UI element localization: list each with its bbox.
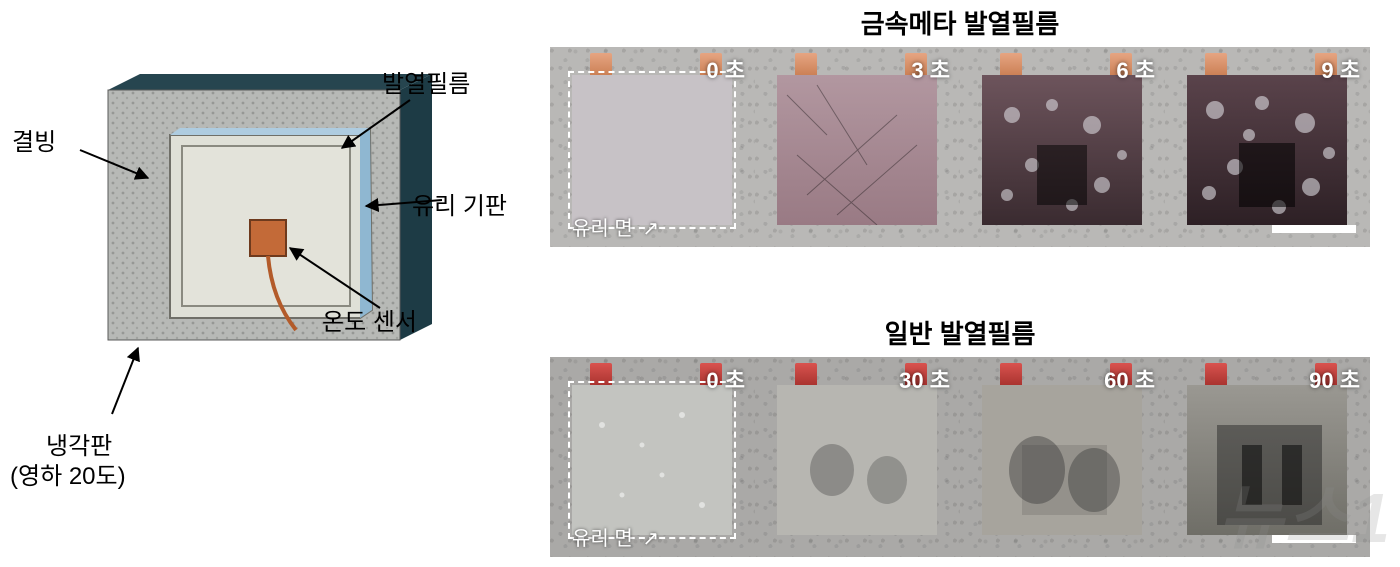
frame-1-3: 9 초 — [1165, 47, 1370, 247]
glass-face-2: 유리 면 — [572, 528, 633, 550]
u-2-3: 초 — [1340, 368, 1360, 393]
row-metal-meta: 금속메타 발열필름 0 초 — [550, 4, 1370, 247]
label-temp-sensor: 온도 센서 — [322, 302, 417, 337]
u-2-1: 초 — [930, 368, 950, 393]
t-2-2: 60 — [1104, 368, 1128, 393]
temperature-sensor — [250, 220, 286, 256]
t-2-1: 30 — [899, 368, 923, 393]
t-2-0: 0 — [706, 368, 718, 393]
frame-2-2: 60 초 — [960, 357, 1165, 557]
t-2-3: 90 — [1309, 368, 1333, 393]
label-glass-substrate: 유리 기판 — [412, 186, 507, 221]
schematic-panel: 결빙 발열필름 유리 기판 온도 센서 냉각판 (영하 20도) — [0, 0, 540, 567]
t-1-2: 6 — [1116, 58, 1128, 83]
t-1-1: 3 — [911, 58, 923, 83]
u-2-0: 초 — [725, 368, 745, 393]
u-1-0: 초 — [725, 58, 745, 83]
glass-face-1: 유리 면 — [572, 218, 633, 240]
label-cold-plate-2: (영하 20도) — [10, 456, 126, 491]
glass-face-arrow-1: ↗ — [642, 218, 659, 240]
u-1-2: 초 — [1135, 58, 1155, 83]
frame-2-3: 90 초 — [1165, 357, 1370, 557]
glass-face-arrow-2: ↗ — [642, 528, 659, 550]
label-film: 발열필름 — [382, 64, 470, 99]
u-1-3: 초 — [1340, 58, 1360, 83]
photo-row-1: 0 초 3 초 — [550, 47, 1370, 247]
arrow-cold-plate — [112, 348, 138, 414]
u-1-1: 초 — [930, 58, 950, 83]
scalebar-row-2 — [1272, 535, 1356, 543]
label-ice: 결빙 — [12, 122, 56, 157]
photo-panel: 금속메타 발열필름 0 초 — [540, 0, 1400, 567]
frame-1-1: 3 초 — [755, 47, 960, 247]
t-1-3: 9 — [1321, 58, 1333, 83]
row-title-2: 일반 발열필름 — [550, 314, 1370, 351]
frame-1-2: 6 초 — [960, 47, 1165, 247]
scalebar-row-1 — [1272, 225, 1356, 233]
frame-2-1: 30 초 — [755, 357, 960, 557]
figure-root: 결빙 발열필름 유리 기판 온도 센서 냉각판 (영하 20도) 금속메타 발열… — [0, 0, 1400, 567]
t-1-0: 0 — [706, 58, 718, 83]
row-conventional: 일반 발열필름 0 초 — [550, 314, 1370, 557]
u-2-2: 초 — [1135, 368, 1155, 393]
row-title-1: 금속메타 발열필름 — [550, 4, 1370, 41]
photo-row-2: 0 초 30 초 — [550, 357, 1370, 557]
